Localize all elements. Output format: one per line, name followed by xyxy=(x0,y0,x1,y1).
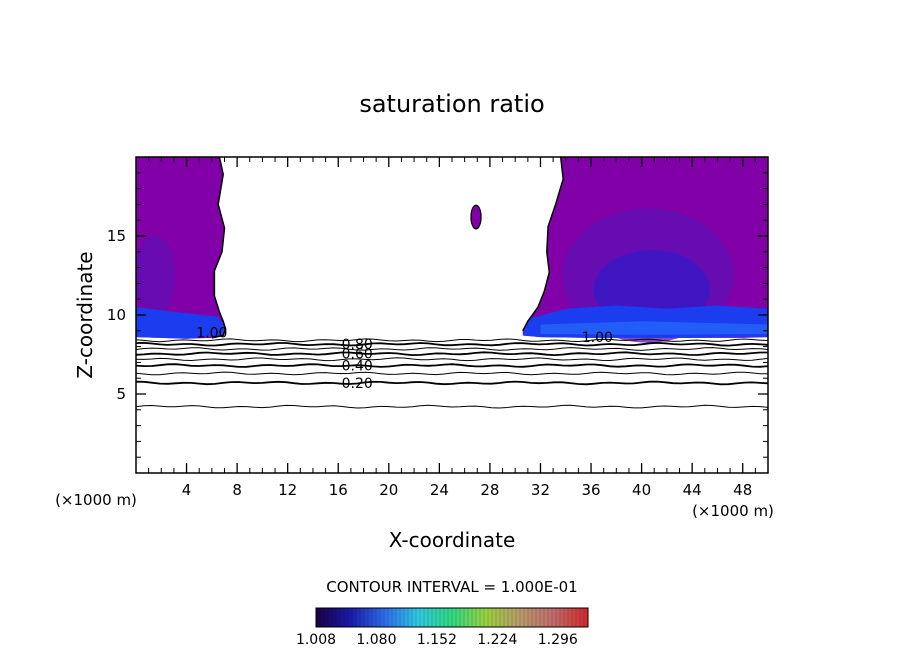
contour-interval-text: CONTOUR INTERVAL = 1.000E-01 xyxy=(326,578,577,596)
colorbar-ticks: 1.008 1.080 1.152 1.224 1.296 xyxy=(296,608,585,648)
blue-band-left xyxy=(136,307,225,339)
contour-line xyxy=(136,338,768,343)
boundary-1-00-right xyxy=(522,157,564,332)
colorbar-tick-label: 1.224 xyxy=(477,632,517,648)
supersaturated-region-small-cell xyxy=(470,204,482,230)
x-tick-label: 4 xyxy=(182,481,192,499)
x-axis-label: X-coordinate xyxy=(389,528,516,552)
colorbar-tick-label: 1.152 xyxy=(417,632,457,648)
colorbar-tick-label: 1.080 xyxy=(356,632,396,648)
colorbar-tick-label: 1.296 xyxy=(538,632,578,648)
x-tick-label: 16 xyxy=(329,481,348,499)
contour-label: 0.40 xyxy=(342,359,373,375)
y-tick-label: 10 xyxy=(107,306,126,324)
x-tick-label: 36 xyxy=(581,481,600,499)
contour-line xyxy=(136,380,768,386)
x-tick-label: 44 xyxy=(683,481,702,499)
contour-line xyxy=(136,363,768,368)
contour-label: 1.00 xyxy=(582,330,613,346)
x-tick-label: 48 xyxy=(733,481,752,499)
x-unit-label-left: (×1000 m) xyxy=(55,491,137,509)
x-tick-label: 12 xyxy=(278,481,297,499)
y-axis-label: Z-coordinate xyxy=(73,251,97,378)
y-tick-label: 5 xyxy=(116,385,126,403)
contour-line xyxy=(136,351,768,357)
y-tick-label: 15 xyxy=(107,227,126,245)
contour-label: 0.80 xyxy=(342,337,373,353)
x-unit-label-right: (×1000 m) xyxy=(692,502,774,520)
x-tick-label: 40 xyxy=(632,481,651,499)
x-tick-label: 28 xyxy=(480,481,499,499)
colorbar xyxy=(315,607,589,628)
contour-line xyxy=(136,347,768,351)
contour-line xyxy=(136,357,768,362)
contour-label: 0.60 xyxy=(342,347,373,363)
x-tick-label: 32 xyxy=(531,481,550,499)
x-tick-label: 8 xyxy=(232,481,242,499)
x-tick-label: 20 xyxy=(379,481,398,499)
x-axis: 4 8 12 16 20 24 28 32 36 40 44 48 xyxy=(148,157,756,499)
contour-line xyxy=(136,404,768,409)
contour-label: 1.00 xyxy=(196,325,227,341)
blue-band-right-light xyxy=(540,321,768,335)
contour-line xyxy=(136,341,768,347)
core-region-left xyxy=(136,236,176,315)
x-tick-label: 24 xyxy=(430,481,449,499)
contour-label: 0.20 xyxy=(342,376,373,392)
contour-line xyxy=(136,371,768,376)
colorbar-tick-label: 1.008 xyxy=(296,632,336,648)
chart-title: saturation ratio xyxy=(359,90,544,118)
plot-area: 0.800.600.400.20 1.00 1.00 xyxy=(136,157,768,409)
boundary-1-00-left xyxy=(211,157,227,339)
y-axis: 5 10 15 xyxy=(107,172,768,458)
